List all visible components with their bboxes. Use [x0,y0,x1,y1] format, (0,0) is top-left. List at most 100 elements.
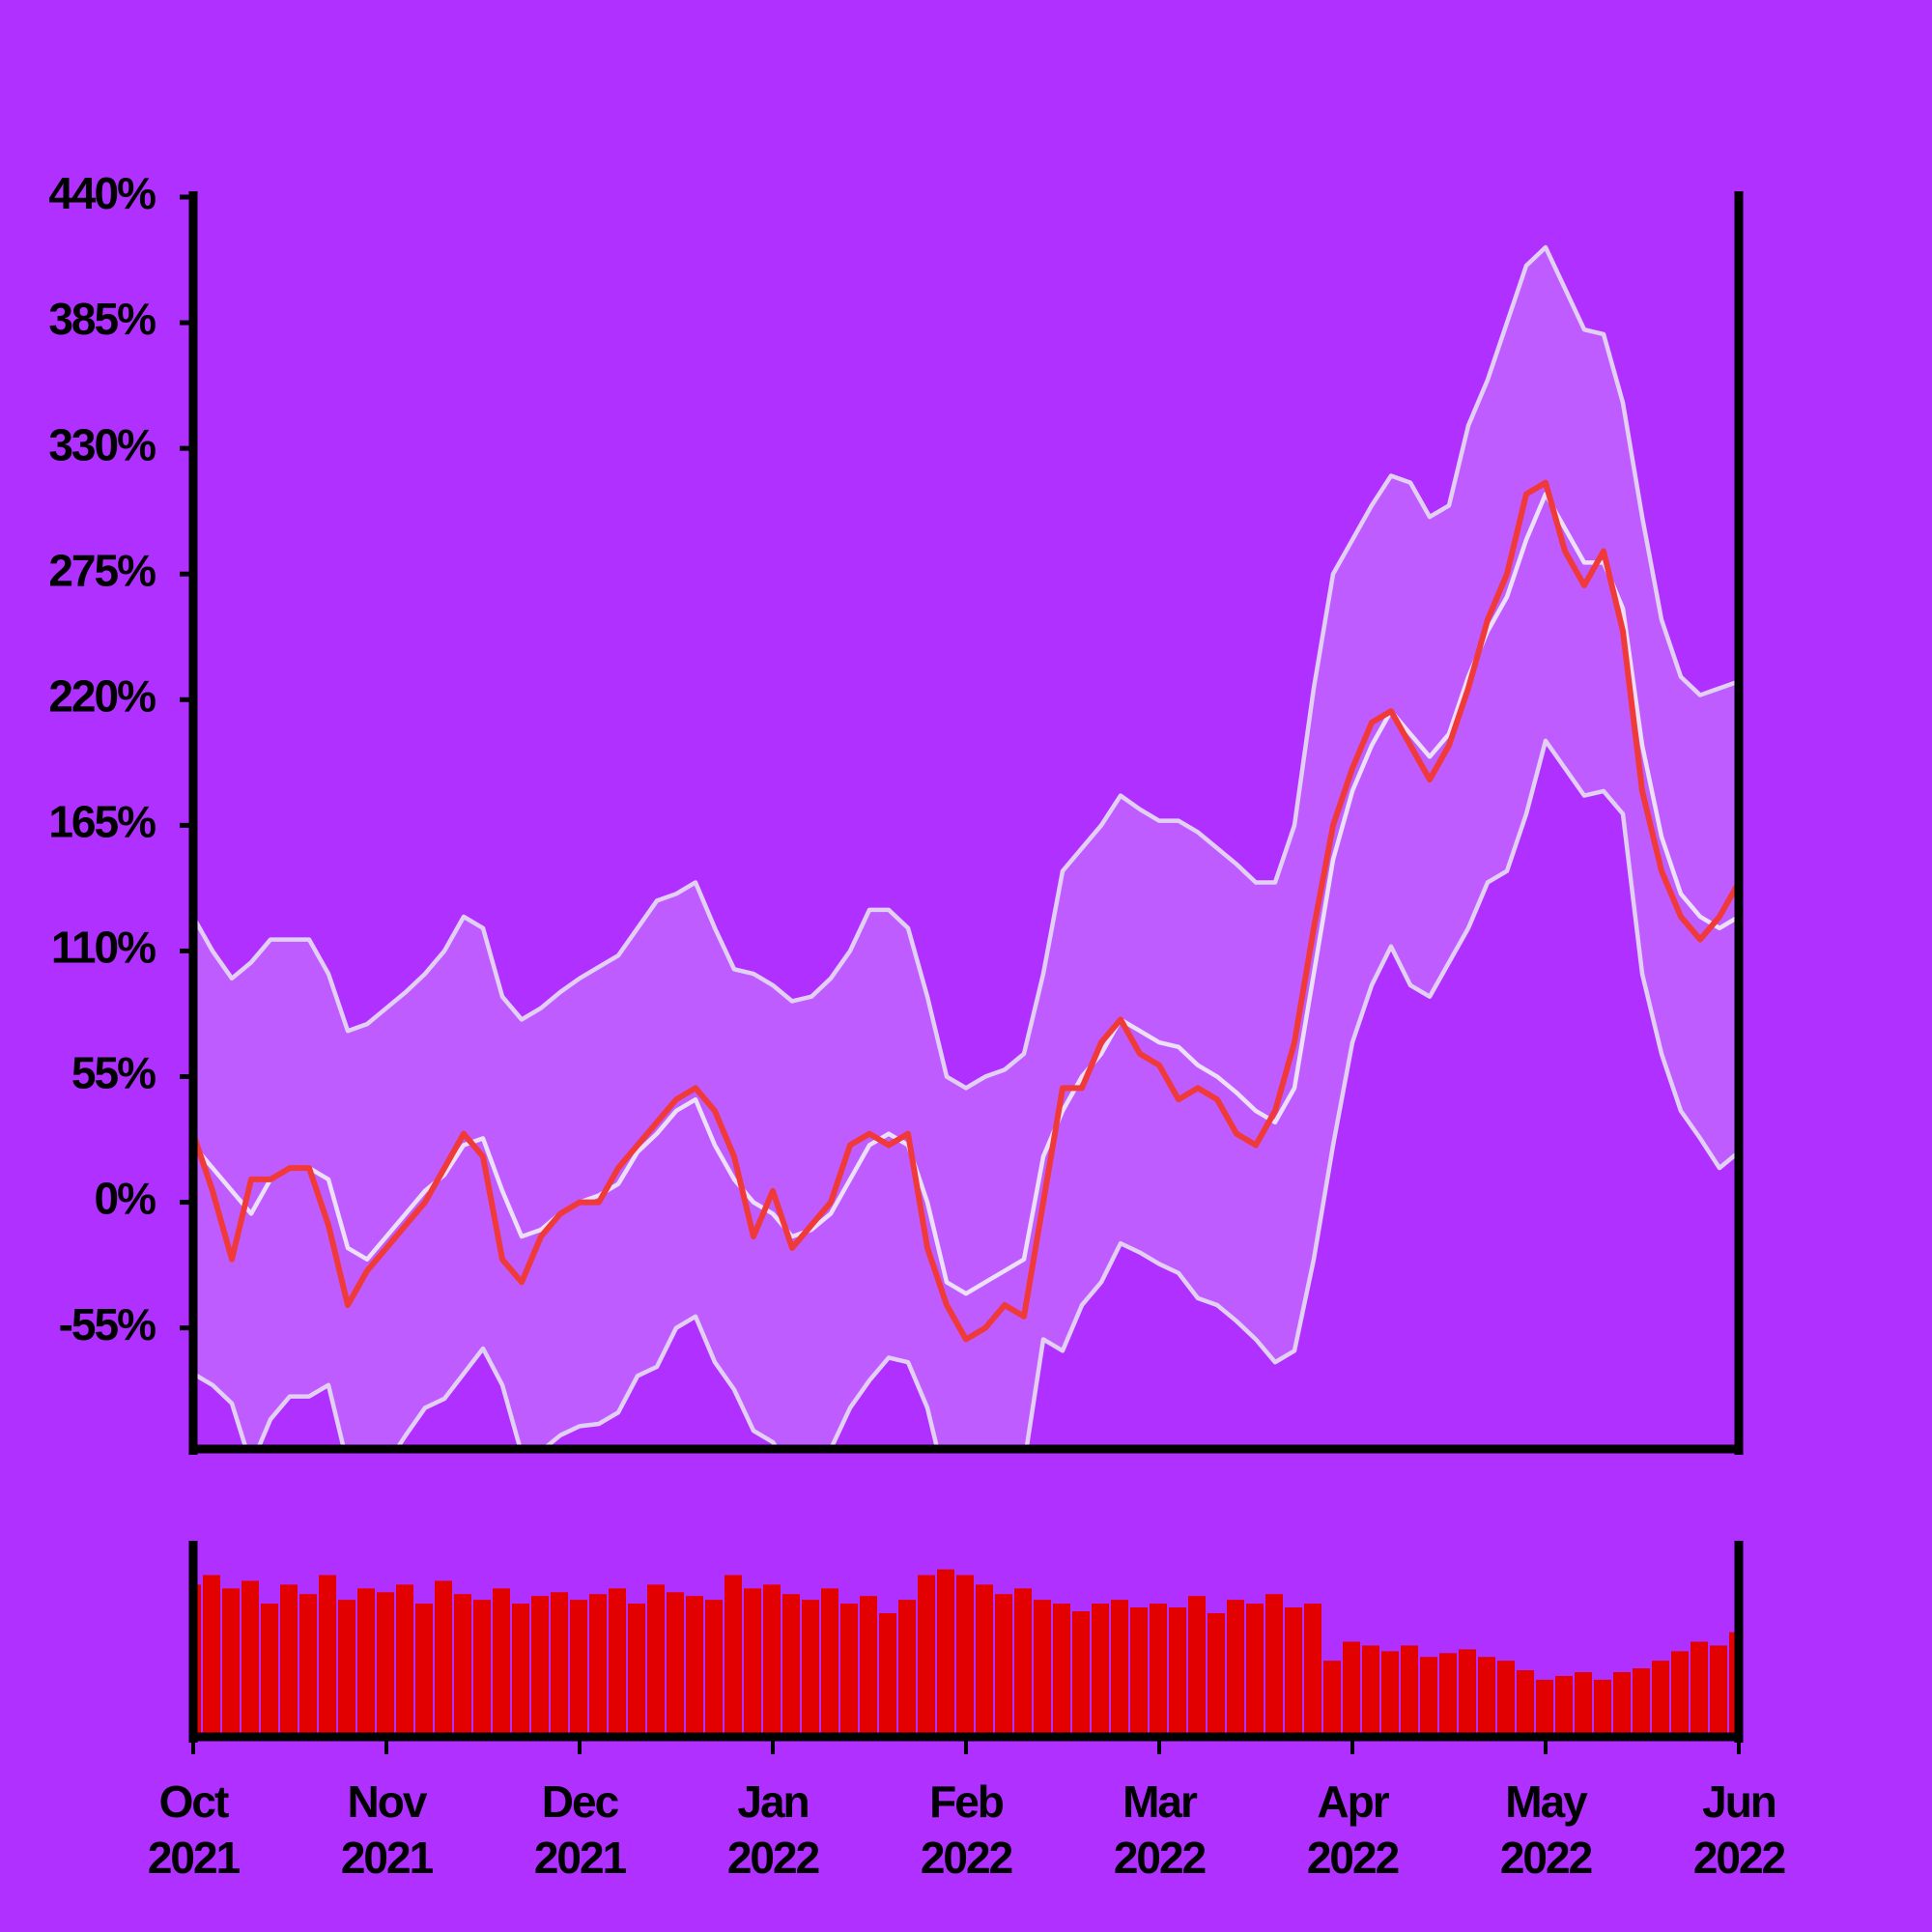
volume-bar [705,1600,723,1737]
volume-bar [763,1584,781,1737]
volume-bar [802,1600,819,1737]
volume-bar [1323,1661,1341,1737]
volume-bar [995,1594,1012,1737]
y-tick-label: 440% [48,168,156,218]
volume-bar [1111,1600,1128,1737]
y-tick-label: 165% [48,797,156,847]
volume-bar [1633,1668,1650,1737]
x-tick-label: Mar 2022 [1113,1776,1207,1883]
x-tick-label: Oct 2021 [147,1776,241,1883]
volume-bar [1130,1607,1148,1737]
price-plot [193,244,1739,1449]
volume-bar [1188,1596,1206,1737]
volume-bar [242,1580,259,1737]
volume-bar [531,1596,549,1737]
volume-bar [1014,1588,1032,1737]
volume-bar [1420,1657,1437,1737]
volume-bar [860,1596,877,1737]
volume-bar [1710,1645,1727,1737]
volume-bar [1150,1604,1167,1737]
volume-bar [724,1575,742,1737]
volume-bar [918,1575,935,1737]
volume-bar [222,1588,240,1737]
volume-bar [299,1594,317,1737]
x-tick-label: Nov 2021 [340,1776,434,1883]
volume-bar [1536,1679,1553,1737]
price-line [193,479,1739,1343]
y-tick-label: 55% [71,1048,156,1098]
volume-bar [1265,1594,1283,1737]
volume-bar [280,1584,298,1737]
volume-bar [396,1584,413,1737]
volume-bar [898,1600,916,1737]
volume-bar [609,1588,626,1737]
volume-bar [956,1575,974,1737]
volume-bar [493,1588,510,1737]
volume-bar [454,1594,471,1737]
volume-bar [1690,1641,1708,1737]
volume-bar [976,1584,993,1737]
volume-bar [782,1594,800,1737]
axes: -55% 0% 55% 110% 165% 220% 275% 330% 385% 440% [48,168,1744,1754]
volume-bar [589,1594,607,1737]
x-tick-label: Feb 2022 [920,1776,1013,1883]
volume-bar [1459,1649,1476,1737]
upper-band-line [193,244,1739,1091]
volume-bar [840,1604,858,1737]
y-tick-label: 110% [51,923,156,973]
volume-bar [1439,1653,1457,1737]
volume-bar [1072,1610,1090,1737]
volume-bar [1053,1604,1070,1737]
volume-bar [1169,1607,1186,1737]
volume-bar [435,1580,452,1737]
x-tick-label: May 2022 [1499,1776,1593,1883]
volume-bar [744,1588,761,1737]
volume-bar [1034,1600,1051,1737]
volume-bar [1671,1651,1689,1737]
volume-bar [1729,1632,1739,1737]
volume-bar [1497,1661,1515,1737]
volume-bar [1594,1679,1611,1737]
volume-bar [1343,1641,1360,1737]
volume-bar [1246,1604,1264,1737]
volume-bar [821,1588,838,1737]
y-tick-label: 220% [48,670,156,721]
volume-plot [193,1569,1739,1737]
volume-bar [667,1592,684,1737]
volume-bar [377,1592,394,1737]
volume-bar [512,1604,529,1737]
volume-bar [937,1569,954,1737]
volume-bar [261,1604,278,1737]
volume-bar [879,1612,896,1737]
y-tick-label: 330% [48,419,156,469]
volume-bar [628,1604,645,1737]
volume-bar [1613,1672,1631,1737]
volume-bar [1652,1661,1669,1737]
x-tick-label: Dec 2021 [533,1776,627,1883]
volume-bar [1381,1651,1399,1737]
volume-bar [319,1575,336,1737]
volume-bar [551,1592,568,1737]
volume-bar [338,1600,355,1737]
volume-bar [203,1575,220,1737]
volume-bar [1092,1604,1109,1737]
volume-bar [570,1600,587,1737]
y-tick-label: -55% [59,1299,156,1350]
volume-bar [1285,1607,1302,1737]
volume-bar [1227,1600,1244,1737]
y-tick-label: 275% [48,545,156,595]
volume-bar [1575,1672,1592,1737]
volume-bar [473,1600,491,1737]
x-tick-label: Apr 2022 [1306,1776,1400,1883]
volume-bar [1208,1612,1225,1737]
volume-bar [1478,1657,1495,1737]
volume-bar [686,1596,703,1737]
y-tick-label: 385% [48,294,156,344]
band-fill [193,247,1739,1449]
x-tick-label: Jun 2022 [1692,1776,1786,1883]
volume-bar [647,1584,665,1737]
volume-bar [357,1588,375,1737]
volume-bar [1362,1645,1379,1737]
lower-band-line [193,738,1739,1449]
